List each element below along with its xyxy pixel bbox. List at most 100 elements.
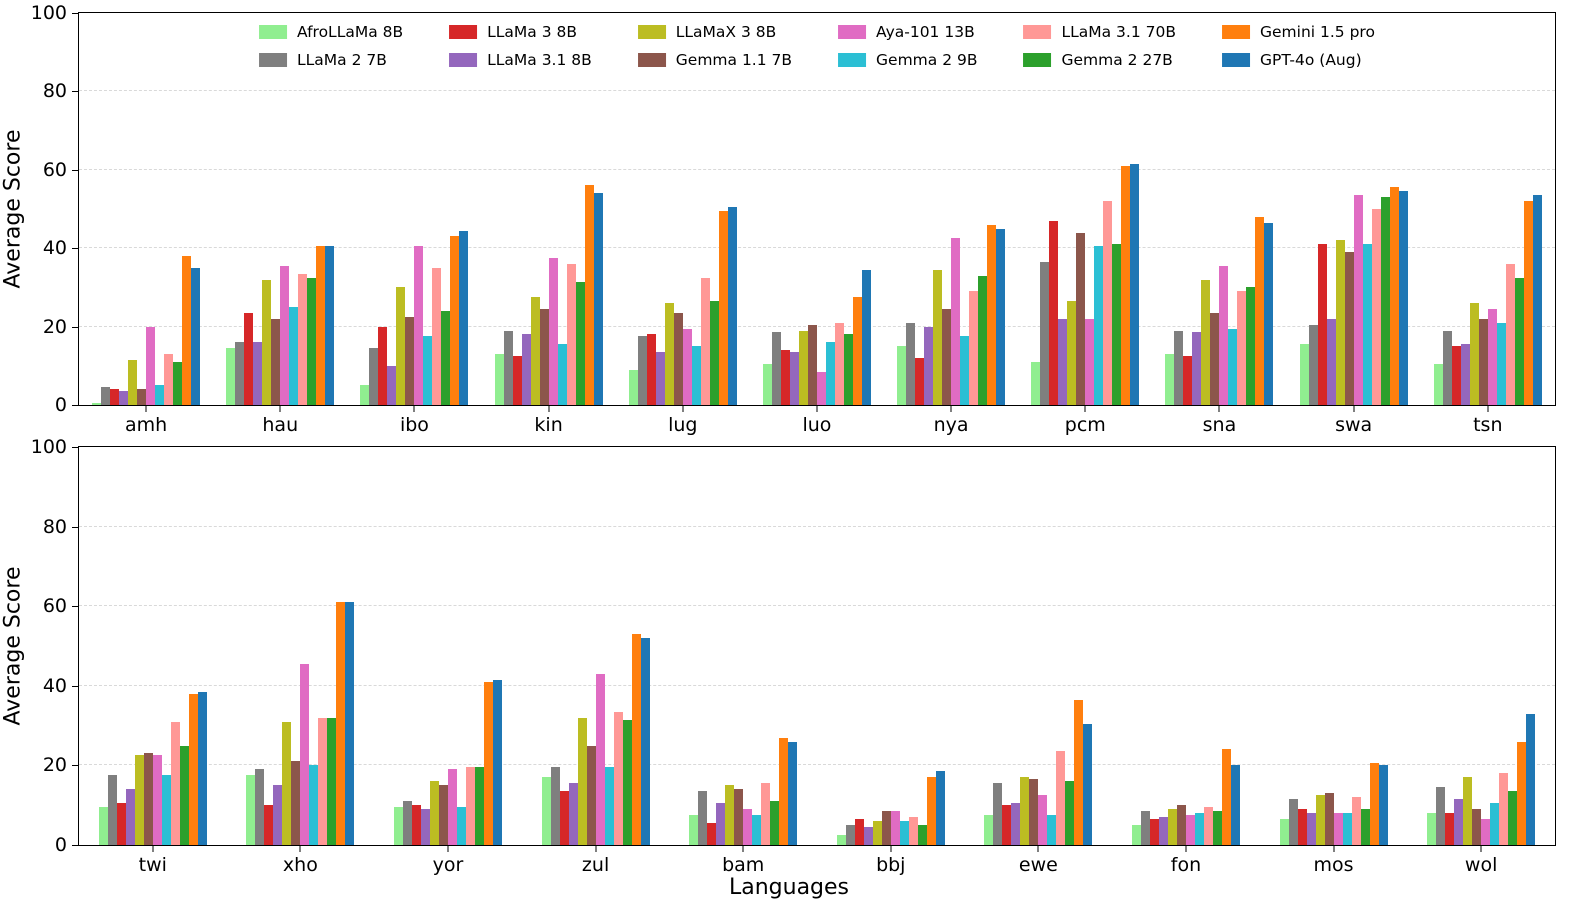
- bar-llama-2-7b-wol: [1436, 787, 1446, 845]
- bar-afrollama-8b-xho: [246, 775, 256, 845]
- legend-item-llama-3-8b: LLaMa 3 8B: [449, 23, 592, 41]
- bar-gemini-1-5-pro-kin: [584, 185, 594, 405]
- bar-group-kin: kin: [494, 13, 603, 436]
- x-tick-mark: [447, 845, 449, 852]
- bar-gemini-1-5-pro-amh: [182, 256, 192, 405]
- bar-llamax-3-8b-fon: [1167, 809, 1177, 845]
- x-tick-label-xho: xho: [282, 854, 318, 876]
- bar-llama-3-8b-tsn: [1451, 346, 1461, 405]
- y-tick-mark: [72, 326, 79, 328]
- x-tick-mark: [1353, 405, 1355, 412]
- bar-gemma-2-27b-mos: [1360, 809, 1370, 845]
- y-tick-label: 40: [42, 237, 67, 260]
- bar-gemma-1-1-7b-ibo: [405, 316, 415, 405]
- bar-gemma-1-1-7b-mos: [1324, 793, 1334, 845]
- bar-gemma-1-1-7b-yor: [438, 785, 448, 845]
- bar-llama-3-1-8b-zul: [568, 783, 578, 845]
- gridline-y-80: [79, 90, 1555, 92]
- x-tick-label-ibo: ibo: [399, 414, 429, 436]
- bar-llamax-3-8b-bbj: [872, 821, 882, 845]
- x-tick-mark: [299, 845, 301, 852]
- bar-gpt-4o-aug-amh: [191, 267, 201, 405]
- bar-group-nya: nya: [897, 13, 1006, 436]
- bar-aya-101-13b-mos: [1333, 813, 1343, 845]
- bar-gemma-2-9b-hau: [289, 307, 299, 405]
- y-tick-label: 80: [42, 80, 67, 103]
- bar-llama-3-1-8b-sna: [1192, 332, 1202, 405]
- bar-gemma-1-1-7b-wol: [1472, 809, 1482, 845]
- bar-llama-3-8b-mos: [1297, 809, 1307, 845]
- bar-aya-101-13b-amh: [146, 326, 156, 405]
- bar-gemini-1-5-pro-fon: [1221, 749, 1231, 845]
- bar-group-tsn: tsn: [1433, 13, 1542, 436]
- legend-swatch-llamax-3-8b: [637, 25, 666, 39]
- bar-group-amh: amh: [92, 13, 201, 436]
- bar-gemini-1-5-pro-hau: [316, 246, 326, 405]
- bar-group-bbj: bbj: [836, 447, 945, 876]
- y-tick-label: 100: [30, 2, 67, 24]
- y-tick-label: 80: [42, 515, 67, 538]
- x-tick-mark: [1333, 845, 1335, 852]
- legend-swatch-llama-3-1-8b: [449, 53, 478, 67]
- legend-item-gemma-2-9b: Gemma 2 9B: [838, 51, 977, 69]
- legend-item-llama-2-7b: LLaMa 2 7B: [259, 51, 403, 69]
- bar-gemma-2-9b-lug: [691, 346, 701, 405]
- bar-aya-101-13b-kin: [548, 258, 558, 405]
- bar-llama-3-1-8b-bam: [716, 803, 726, 845]
- bar-gpt-4o-aug-twi: [197, 691, 207, 845]
- bar-aya-101-13b-nya: [951, 238, 961, 405]
- bar-afrollama-8b-ibo: [360, 385, 370, 405]
- x-tick-mark: [1487, 405, 1489, 412]
- bar-llamax-3-8b-bam: [725, 785, 735, 845]
- x-tick-mark: [1084, 405, 1086, 412]
- bar-gpt-4o-aug-swa: [1398, 191, 1408, 405]
- bar-llama-2-7b-amh: [101, 387, 111, 405]
- legend-label: Gemma 1.1 7B: [675, 51, 793, 69]
- x-tick-label-fon: fon: [1170, 854, 1202, 876]
- bar-gemma-2-27b-ibo: [441, 310, 451, 405]
- legend-item-gemma-2-27b: Gemma 2 27B: [1023, 51, 1176, 69]
- bar-gemma-2-9b-sna: [1228, 328, 1238, 405]
- y-tick-label: 20: [42, 315, 67, 338]
- bar-group-luo: luo: [762, 13, 871, 436]
- bar-llama-2-7b-nya: [906, 322, 916, 405]
- bar-gemma-2-9b-ibo: [423, 336, 433, 405]
- bar-llama-3-8b-ewe: [1002, 805, 1012, 845]
- bar-llama-3-1-8b-swa: [1326, 318, 1336, 405]
- bar-llama-3-1-8b-xho: [273, 785, 283, 845]
- bar-gemma-2-27b-bbj: [917, 825, 927, 845]
- legend-swatch-gemma-1-1-7b: [637, 53, 666, 67]
- bar-gemma-2-27b-yor: [474, 767, 484, 845]
- bar-llama-3-1-8b-ibo: [387, 365, 397, 405]
- bar-llama-3-1-8b-fon: [1158, 817, 1168, 845]
- bar-gemma-2-27b-nya: [978, 275, 988, 405]
- legend-swatch-llama-3-8b: [449, 25, 478, 39]
- bar-gemma-2-27b-xho: [327, 717, 337, 845]
- legend-item-afrollama-8b: AfroLLaMa 8B: [259, 23, 403, 41]
- bar-gemini-1-5-pro-bam: [779, 737, 789, 845]
- bar-gemma-1-1-7b-bam: [734, 789, 744, 845]
- x-tick-label-yor: yor: [432, 854, 464, 876]
- bar-group-swa: swa: [1299, 13, 1408, 436]
- bar-gemma-1-1-7b-zul: [586, 745, 596, 845]
- y-tick-label: 0: [54, 834, 67, 856]
- bar-llama-3-1-8b-bbj: [863, 827, 873, 845]
- y-tick-label: 20: [42, 754, 67, 777]
- bar-llama-2-7b-bbj: [845, 825, 855, 845]
- bar-gemini-1-5-pro-nya: [987, 224, 997, 405]
- bar-llamax-3-8b-wol: [1463, 777, 1473, 845]
- bar-afrollama-8b-amh: [92, 403, 102, 405]
- bar-gemini-1-5-pro-twi: [188, 693, 198, 845]
- bar-llama-3-1-70b-xho: [318, 717, 328, 845]
- bar-llamax-3-8b-lug: [664, 303, 674, 405]
- bar-afrollama-8b-kin: [494, 354, 504, 405]
- bar-gemma-1-1-7b-luo: [807, 324, 817, 405]
- bar-llamax-3-8b-hau: [262, 279, 272, 405]
- bar-aya-101-13b-bbj: [890, 811, 900, 845]
- bar-llamax-3-8b-zul: [577, 717, 587, 845]
- x-tick-label-kin: kin: [534, 414, 563, 436]
- gridline-y-20: [79, 764, 1555, 766]
- bar-gemma-1-1-7b-swa: [1344, 252, 1354, 405]
- bar-gemma-2-9b-bam: [752, 815, 762, 845]
